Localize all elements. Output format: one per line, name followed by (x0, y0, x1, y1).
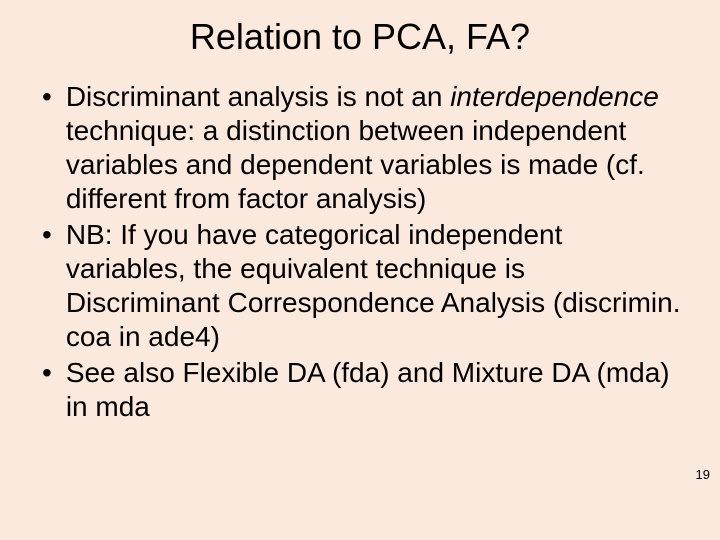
slide-container: Relation to PCA, FA? • Discriminant anal… (0, 0, 720, 540)
bullet-marker: • (42, 356, 52, 390)
bullet-text: See also Flexible DA (fda) and Mixture D… (66, 356, 684, 424)
bullet-text: Discriminant analysis is not an interdep… (66, 80, 684, 216)
bullet-marker: • (42, 80, 52, 114)
slide-content: • Discriminant analysis is not an interd… (36, 80, 684, 424)
page-number: 19 (696, 467, 710, 482)
bullet-text: NB: If you have categorical independent … (66, 218, 684, 354)
bullet-text-pre: Discriminant analysis is not an (66, 81, 450, 112)
bullet-marker: • (42, 218, 52, 252)
bullet-item: • Discriminant analysis is not an interd… (42, 80, 684, 216)
bullet-text-post: technique: a distinction between indepen… (66, 115, 645, 214)
bullet-item: • NB: If you have categorical independen… (42, 218, 684, 354)
bullet-text-italic: interdependence (450, 81, 659, 112)
bullet-item: • See also Flexible DA (fda) and Mixture… (42, 356, 684, 424)
slide-title: Relation to PCA, FA? (36, 16, 684, 58)
